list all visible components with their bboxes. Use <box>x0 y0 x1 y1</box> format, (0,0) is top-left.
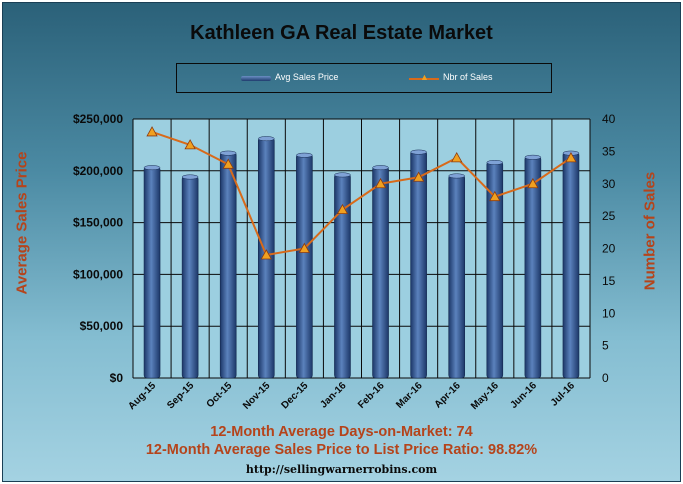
bar-avg-sales-price <box>372 166 389 379</box>
footer-url: http://sellingwarnerrobins.com <box>245 463 438 476</box>
bar-avg-sales-price <box>524 155 542 379</box>
x-tick-label: Jun-16 <box>508 380 539 411</box>
bar-avg-sales-price <box>219 151 237 379</box>
y-tick-label-left: $50,000 <box>80 319 124 333</box>
stat-price-ratio: 12-Month Average Sales Price to List Pri… <box>145 442 538 458</box>
y-tick-label-left: $200,000 <box>73 164 123 178</box>
bar-cap <box>219 150 237 156</box>
point-nbr-of-sales <box>527 177 539 189</box>
bar-cap <box>334 172 351 178</box>
bar-cap <box>372 165 389 171</box>
point-nbr-of-sales <box>374 177 387 189</box>
point-nbr-of-sales <box>336 203 349 215</box>
legend-swatch-avg-price <box>241 76 271 81</box>
y-tick-label-right: 35 <box>602 144 616 158</box>
line-nbr-of-sales <box>151 131 572 257</box>
legend-swatch-nbr-sales <box>409 78 439 80</box>
y-tick-label-right: 40 <box>602 112 616 126</box>
y-tick-label-right: 15 <box>602 274 616 288</box>
y-tick-label-left: $0 <box>110 371 124 385</box>
y-tick-label-right: 5 <box>602 339 609 353</box>
point-nbr-of-sales <box>451 152 463 163</box>
bar-cap <box>524 154 542 160</box>
point-nbr-of-sales <box>565 152 577 163</box>
bar-cap <box>410 149 427 155</box>
y-tick-label-right: 25 <box>602 209 616 223</box>
point-nbr-of-sales <box>222 158 234 169</box>
bar-cap <box>486 160 504 165</box>
bar-avg-sales-price <box>296 153 313 379</box>
legend-label-avg-price: Avg Sales Price <box>275 72 339 82</box>
bar-cap <box>448 173 465 179</box>
bar-cap <box>143 165 161 171</box>
point-nbr-of-sales <box>412 171 425 182</box>
point-nbr-of-sales <box>146 126 158 137</box>
point-nbr-of-sales <box>298 242 311 253</box>
x-tick-label: Dec-15 <box>280 380 311 411</box>
x-tick-label: Sep-15 <box>165 380 196 411</box>
bar-avg-sales-price <box>181 175 199 379</box>
x-tick-label: Jul-16 <box>549 380 578 409</box>
x-tick-label: Aug-15 <box>126 380 158 412</box>
bar-avg-sales-price <box>562 151 580 379</box>
x-tick-label: Apr-16 <box>433 380 463 410</box>
legend-marker-triangle-icon: ▲ <box>420 72 429 82</box>
chart-legend: Avg Sales Price ▲ Nbr of Sales <box>176 63 552 93</box>
y-tick-label-right: 10 <box>602 306 616 320</box>
bar-cap <box>296 152 313 158</box>
x-tick-label: Nov-15 <box>241 380 273 412</box>
y-tick-label-left: $250,000 <box>73 112 123 126</box>
x-tick-label: Mar-16 <box>394 380 425 411</box>
point-nbr-of-sales <box>260 249 272 260</box>
x-tick-label: Feb-16 <box>356 380 387 411</box>
legend-label-nbr-sales: Nbr of Sales <box>443 72 493 82</box>
x-tick-label: Oct-15 <box>205 380 235 410</box>
bar-avg-sales-price <box>410 150 427 379</box>
point-nbr-of-sales <box>184 139 196 150</box>
x-tick-label: May-16 <box>469 380 501 412</box>
y-tick-label-right: 0 <box>602 371 609 385</box>
bar-avg-sales-price <box>143 166 161 379</box>
point-nbr-of-sales <box>489 190 501 202</box>
bar-avg-sales-price <box>448 174 466 379</box>
y-tick-label-left: $150,000 <box>73 216 123 230</box>
y-tick-label-right: 20 <box>602 242 616 256</box>
stat-days-on-market: 12-Month Average Days-on-Market: 74 <box>210 424 473 440</box>
bar-cap <box>181 174 199 180</box>
chart-title: Kathleen GA Real Estate Market <box>190 22 493 44</box>
x-tick-label: Jan-16 <box>318 380 348 410</box>
y-tick-label-left: $100,000 <box>73 267 123 281</box>
bar-cap <box>258 136 275 142</box>
y-tick-label-right: 30 <box>602 177 616 191</box>
